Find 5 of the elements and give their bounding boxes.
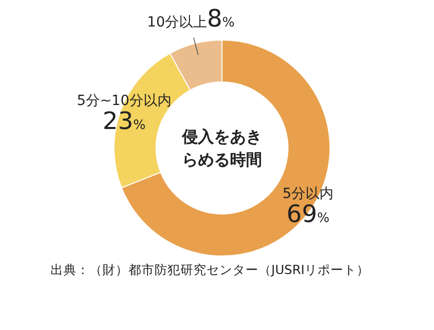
slice-label: 10分以上: [147, 14, 207, 30]
text: 侵入をあきらめる時間: [181, 126, 263, 171]
source-note: 出典：（財）都市防犯研究センター（JUSRIリポート）: [49, 262, 371, 279]
data-label: 8%: [207, 4, 235, 32]
slice-label: 5分以内: [282, 186, 334, 202]
